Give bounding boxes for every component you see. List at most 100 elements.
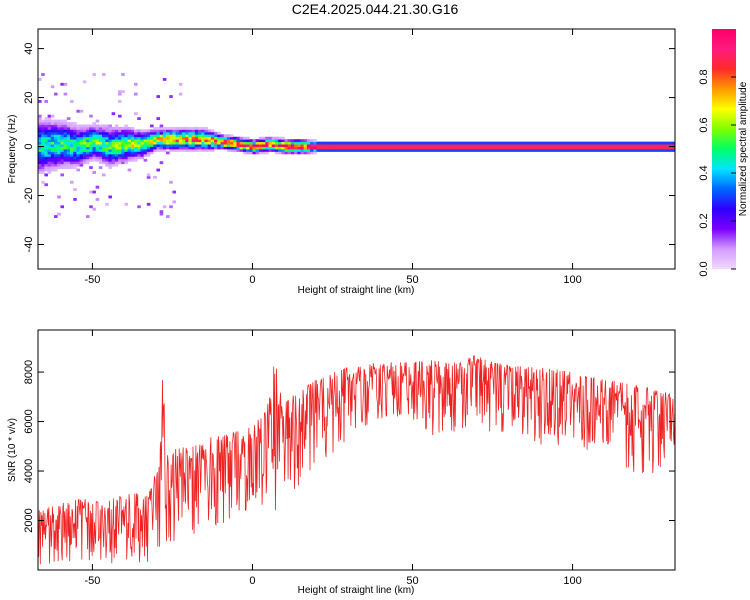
spectrogram-cell: [57, 149, 61, 152]
spectrogram-cell: [63, 144, 68, 147]
spectrogram-cell: [92, 73, 97, 76]
spectrogram-cell: [70, 129, 74, 133]
spectrogram-cell: [316, 149, 321, 152]
spectrogram-cell: [274, 136, 279, 140]
spectrogram-cell: [194, 129, 199, 133]
spectrogram-cell: [210, 129, 215, 133]
spectrogram-cell: [396, 149, 401, 152]
spectrogram-cell: [646, 144, 650, 147]
spectrogram-cell: [82, 149, 87, 152]
spectrogram-cell: [54, 139, 58, 143]
spectrogram-cell: [98, 126, 103, 130]
spectrogram-cell: [127, 126, 132, 130]
spectrogram-cell: [140, 156, 145, 160]
spectrogram-cell: [38, 136, 42, 140]
spectrogram-cell: [66, 149, 71, 152]
spectrogram-cell: [364, 141, 369, 145]
spectrogram-cell: [502, 144, 506, 147]
spectrogram-cell: [345, 141, 349, 145]
spectrogram-cell: [70, 122, 74, 125]
spectrogram-cell: [57, 158, 61, 162]
spectrogram-cell: [415, 141, 420, 145]
spectrogram-cell: [262, 141, 266, 145]
spectrogram-cell: [134, 146, 138, 150]
spectrogram-cell: [370, 144, 375, 147]
spectrogram-cell: [82, 129, 87, 133]
spectrogram-cell: [220, 146, 225, 150]
spectrogram-cell: [38, 171, 42, 174]
spectrogram-cell: [521, 141, 525, 145]
spectrogram-cell: [111, 136, 116, 140]
spectrogram-cell: [447, 146, 452, 150]
spectrogram-cell: [108, 126, 113, 130]
spectrogram-cell: [671, 146, 675, 150]
spectrogram-cell: [194, 134, 199, 138]
spectrogram-cell: [76, 131, 81, 135]
spectrogram-cell: [169, 146, 173, 150]
spectrogram-cell: [508, 144, 513, 147]
spectrogram-cell: [572, 149, 577, 152]
spectrogram-cell: [534, 146, 538, 150]
spectrogram-cell: [486, 141, 490, 145]
spectrogram-cell: [322, 144, 327, 147]
spectrogram-cell: [137, 139, 141, 143]
spectrogram-cell: [70, 146, 74, 150]
spectrogram-cell: [63, 158, 68, 162]
spectrogram-cell: [668, 149, 673, 152]
spectrogram-cell: [41, 122, 45, 125]
spectrogram-cell: [124, 141, 129, 145]
spectrogram-cell: [255, 146, 260, 150]
spectrogram-cell: [95, 151, 100, 155]
spectrogram-cell: [521, 146, 525, 150]
spectrogram-cell: [146, 131, 151, 135]
spectrogram-cell: [73, 153, 77, 157]
spectrogram-cell: [450, 149, 455, 152]
spectrogram-cell: [306, 151, 311, 155]
colorbar-tick-label: 0.4: [698, 165, 710, 180]
spectrogram-cell: [140, 134, 145, 138]
spectrogram-cell: [313, 149, 317, 152]
spectrogram-cell: [41, 131, 45, 135]
spectrogram-cell: [607, 144, 612, 147]
spectrogram-cell: [114, 141, 119, 145]
spectrogram-cell: [111, 134, 116, 138]
spectrogram-cell: [550, 141, 554, 145]
spectrogram-cell: [172, 146, 177, 150]
spectrogram-cell: [73, 141, 77, 145]
spectrogram-cell: [114, 151, 119, 155]
spectrogram-cell: [367, 144, 372, 147]
spectrogram-cell: [169, 141, 173, 145]
spectrogram-cell: [38, 77, 42, 81]
spectrogram-cell: [642, 149, 647, 152]
spectrogram-cell: [246, 151, 250, 155]
spectrogram-cell: [524, 141, 529, 145]
spectrogram-cell: [265, 151, 269, 155]
spectrogram-cell: [130, 146, 135, 150]
spectrogram-cell: [111, 139, 116, 143]
spectrogram-cell: [457, 144, 461, 147]
spectrogram-cell: [377, 144, 381, 147]
spectrogram-cell: [598, 144, 602, 147]
spectrogram-cell: [655, 144, 660, 147]
spectrogram-cell: [466, 144, 471, 147]
spectrogram-cell: [335, 144, 340, 147]
spectrogram-cell: [134, 141, 138, 145]
spectrogram-cell: [114, 129, 119, 133]
spectrogram-cell: [82, 151, 87, 155]
spectrogram-cell: [361, 149, 365, 152]
spectrogram-cell: [134, 92, 138, 96]
spectrogram-cell: [662, 141, 666, 145]
spectrogram-cell: [610, 146, 615, 150]
spectrogram-cell: [63, 92, 68, 96]
spectrogram-cell: [44, 151, 48, 155]
spectrogram-cell: [562, 141, 567, 145]
spectrogram-cell: [50, 151, 55, 155]
spectrogram-cell: [118, 151, 122, 155]
spectrogram-cell: [418, 146, 423, 150]
spectrogram-cell: [175, 139, 180, 143]
spectrogram-cell: [463, 149, 468, 152]
spectrogram-cell: [626, 144, 631, 147]
spectrogram-cell: [95, 158, 100, 162]
spectrogram-cell: [82, 141, 87, 145]
